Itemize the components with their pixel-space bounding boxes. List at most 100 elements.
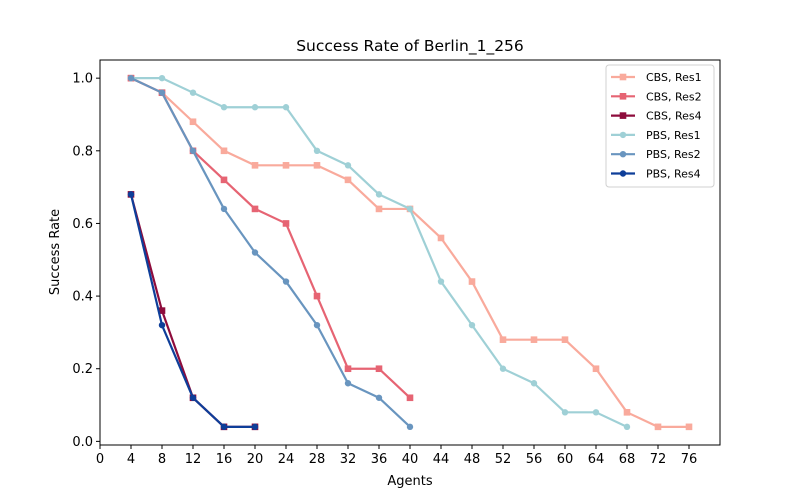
data-point <box>344 380 352 387</box>
x-tick-label: 76 <box>681 452 698 467</box>
series-4 <box>127 74 414 431</box>
data-point <box>127 191 135 198</box>
data-point <box>158 321 166 329</box>
data-point <box>406 423 414 431</box>
legend: CBS, Res1 CBS, Res2 CBS, Res4 PBS, Res1 PBS,… <box>605 64 715 188</box>
x-tick-label: 48 <box>464 452 481 467</box>
data-point <box>344 365 352 373</box>
ticks-layer: 0 4 8 12 16 20 24 28 32 36 40 44 48 52 56 60 64 68 72 760.0… <box>72 72 697 467</box>
data-point <box>375 205 383 213</box>
legend-item: CBS, Res1 <box>611 71 702 84</box>
data-point <box>282 162 290 169</box>
data-point <box>282 220 290 227</box>
x-tick-label: 12 <box>185 452 202 467</box>
data-point <box>282 278 290 285</box>
y-tick-label: 0.2 <box>72 362 93 377</box>
legend-label: CBS, Res1 <box>646 71 702 84</box>
data-point <box>623 423 631 431</box>
data-point <box>282 104 290 111</box>
legend-label: PBS, Res2 <box>646 148 701 161</box>
x-tick-label: 24 <box>278 452 295 467</box>
data-point <box>344 162 352 169</box>
data-point <box>375 191 383 198</box>
legend-item: CBS, Res4 <box>611 110 702 123</box>
data-point <box>251 162 259 169</box>
legend-item: PBS, Res1 <box>611 129 701 142</box>
y-tick-label: 0.6 <box>72 217 93 232</box>
data-point <box>158 74 166 82</box>
legend-label: PBS, Res1 <box>646 129 701 142</box>
x-tick-label: 16 <box>216 452 233 467</box>
data-point <box>375 394 383 401</box>
data-point <box>313 162 321 169</box>
y-tick-label: 1.0 <box>72 72 93 87</box>
data-point <box>189 394 197 401</box>
chart-title: Success Rate of Berlin_1_256 <box>296 37 524 56</box>
data-point <box>406 394 414 402</box>
legend-marker <box>619 151 627 158</box>
x-tick-label: 32 <box>340 452 357 467</box>
x-tick-label: 44 <box>433 452 450 467</box>
data-point <box>592 409 600 416</box>
y-tick-label: 0.0 <box>72 435 93 450</box>
x-tick-label: 64 <box>588 452 605 467</box>
data-point <box>344 176 352 184</box>
x-tick-label: 68 <box>619 452 636 467</box>
x-tick-label: 60 <box>557 452 574 467</box>
data-point <box>561 336 569 343</box>
data-point <box>437 234 445 242</box>
x-tick-label: 52 <box>495 452 512 467</box>
data-point <box>437 278 445 285</box>
x-tick-label: 28 <box>309 452 326 467</box>
data-point <box>251 249 259 256</box>
data-point <box>468 321 476 329</box>
series-3 <box>127 74 631 431</box>
data-point <box>189 147 197 155</box>
data-point <box>189 118 197 126</box>
data-point <box>220 423 228 431</box>
legend-label: CBS, Res4 <box>646 110 702 123</box>
x-tick-label: 0 <box>96 452 104 467</box>
data-point <box>220 176 228 184</box>
legend-marker <box>619 112 627 119</box>
data-point <box>158 307 166 314</box>
data-point <box>592 365 600 373</box>
data-point <box>685 423 693 431</box>
x-tick-label: 40 <box>402 452 419 467</box>
legend-marker <box>619 131 627 139</box>
series-line <box>129 77 412 428</box>
y-tick-label: 0.4 <box>72 290 93 305</box>
data-point <box>220 205 228 213</box>
data-point <box>499 336 507 343</box>
series-5 <box>127 191 259 431</box>
data-point <box>251 104 259 111</box>
x-tick-label: 72 <box>650 452 667 467</box>
x-axis-title: Agents <box>387 474 432 489</box>
data-point <box>623 409 631 416</box>
x-tick-label: 4 <box>127 452 135 467</box>
data-point <box>313 321 321 329</box>
legend-marker <box>619 170 627 177</box>
data-point <box>251 205 259 213</box>
data-point <box>561 409 569 416</box>
legend-item: PBS, Res2 <box>611 148 701 161</box>
x-tick-label: 8 <box>158 452 166 467</box>
data-point <box>313 147 321 155</box>
series-layer <box>127 74 693 431</box>
x-tick-label: 56 <box>526 452 543 467</box>
legend-label: CBS, Res2 <box>646 90 702 103</box>
data-point <box>406 205 414 213</box>
legend-marker <box>619 73 627 81</box>
data-point <box>220 147 228 155</box>
data-point <box>654 423 662 431</box>
x-tick-label: 20 <box>247 452 264 467</box>
y-tick-label: 0.8 <box>72 144 93 159</box>
data-point <box>530 380 538 387</box>
legend-marker <box>619 93 627 100</box>
data-point <box>499 365 507 372</box>
data-point <box>127 74 135 82</box>
legend-item: CBS, Res2 <box>611 90 702 103</box>
data-point <box>189 89 197 96</box>
data-point <box>158 89 166 96</box>
